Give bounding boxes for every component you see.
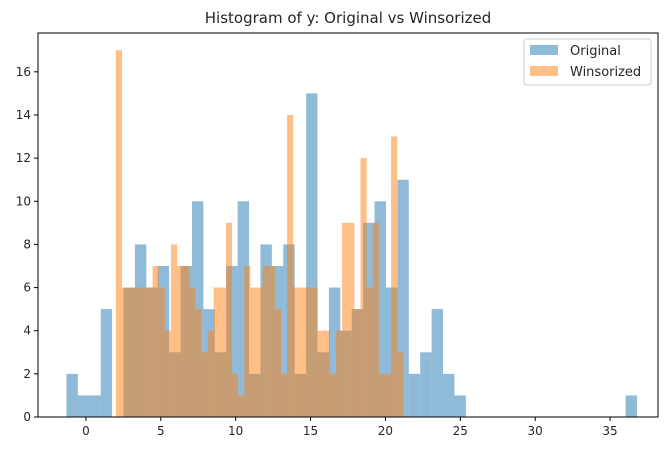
bar-winsorized-38 [348, 222, 355, 417]
bars-winsorized [115, 50, 404, 418]
bar-original-15 [237, 201, 250, 417]
bar-original-29 [397, 179, 409, 417]
bar-winsorized-27 [281, 373, 288, 417]
bar-winsorized-12 [189, 287, 196, 417]
bar-original-49 [625, 395, 638, 417]
bar-winsorized-40 [360, 158, 367, 417]
bar-winsorized-28 [287, 114, 294, 417]
bar-winsorized-15 [207, 330, 214, 417]
bar-original-30 [408, 373, 421, 417]
y-axis: 0 2 4 6 8 10 12 14 16 [16, 65, 38, 424]
bar-original-0 [66, 373, 78, 417]
bar-winsorized-16 [213, 287, 220, 417]
x-tick-label-0: 0 [82, 424, 90, 438]
bar-original-21 [306, 93, 318, 418]
x-tick-label-35: 35 [602, 424, 617, 438]
y-tick-label-4: 4 [23, 324, 31, 338]
bar-winsorized-23 [256, 287, 263, 417]
x-tick-label-30: 30 [528, 424, 543, 438]
bar-winsorized-36 [336, 330, 343, 417]
bar-winsorized-2 [128, 287, 135, 417]
bar-winsorized-29 [293, 287, 300, 417]
bar-original-27 [374, 201, 386, 417]
legend-label-winsorized: Winsorized [570, 65, 641, 80]
bar-winsorized-14 [201, 352, 208, 417]
plot-frame [37, 32, 659, 418]
legend-swatch-winsorized [530, 66, 558, 76]
bar-winsorized-26 [274, 309, 282, 417]
bar-winsorized-31 [305, 287, 312, 417]
y-tick-label-6: 6 [23, 281, 31, 295]
chart-title: Histogram of y: Original vs Winsorized [205, 9, 491, 27]
bar-original-1 [77, 395, 90, 417]
bar-winsorized-7 [158, 287, 165, 417]
bar-winsorized-20 [238, 395, 245, 417]
y-tick-label-2: 2 [23, 367, 31, 381]
bar-original-32 [431, 309, 444, 417]
bar-winsorized-45 [391, 136, 398, 418]
bar-winsorized-25 [268, 265, 275, 417]
bar-winsorized-17 [219, 287, 226, 417]
y-tick-label-16: 16 [16, 65, 31, 79]
bar-winsorized-37 [342, 222, 349, 417]
bar-winsorized-13 [195, 309, 202, 417]
bar-original-2 [89, 395, 101, 417]
bar-winsorized-5 [146, 287, 153, 417]
bar-winsorized-1 [121, 287, 129, 417]
x-axis: 0 5 10 15 20 25 30 35 [82, 417, 618, 438]
bar-winsorized-39 [354, 309, 361, 417]
bar-original-23 [328, 287, 341, 417]
bar-winsorized-11 [183, 265, 190, 417]
y-tick-label-8: 8 [23, 237, 31, 251]
x-tick-label-15: 15 [303, 424, 318, 438]
bar-winsorized-34 [323, 330, 330, 417]
bar-winsorized-8 [164, 330, 171, 417]
x-tick-label-20: 20 [378, 424, 393, 438]
legend-swatch-original [530, 45, 558, 55]
bar-winsorized-19 [232, 373, 239, 417]
bar-winsorized-33 [317, 330, 324, 417]
bar-winsorized-0 [115, 50, 122, 417]
bar-winsorized-22 [250, 287, 257, 417]
bar-original-34 [454, 395, 466, 417]
bar-winsorized-10 [177, 265, 184, 417]
bar-winsorized-42 [372, 222, 379, 417]
bar-winsorized-46 [397, 352, 404, 417]
bar-winsorized-35 [329, 373, 337, 417]
legend-label-original: Original [570, 44, 621, 59]
bar-winsorized-4 [140, 287, 147, 417]
bar-winsorized-9 [170, 244, 178, 417]
bar-winsorized-43 [378, 373, 385, 417]
x-tick-label-5: 5 [157, 424, 165, 438]
bar-winsorized-44 [384, 373, 392, 417]
y-tick-label-10: 10 [16, 194, 31, 208]
y-tick-label-12: 12 [16, 151, 31, 165]
bar-winsorized-3 [134, 287, 141, 417]
bar-original-3 [100, 309, 113, 417]
bar-original-33 [443, 373, 455, 417]
y-tick-label-0: 0 [23, 410, 31, 424]
x-tick-label-25: 25 [453, 424, 468, 438]
bar-winsorized-24 [262, 265, 269, 417]
bar-winsorized-18 [225, 222, 233, 417]
bar-winsorized-30 [299, 287, 306, 417]
legend: Original Winsorized [523, 38, 652, 86]
bar-winsorized-41 [366, 287, 373, 417]
y-tick-label-14: 14 [16, 108, 31, 122]
bar-winsorized-32 [311, 287, 318, 417]
bar-original-31 [420, 352, 432, 417]
x-tick-label-10: 10 [228, 424, 243, 438]
bar-winsorized-6 [152, 265, 159, 417]
bar-winsorized-21 [244, 265, 251, 417]
